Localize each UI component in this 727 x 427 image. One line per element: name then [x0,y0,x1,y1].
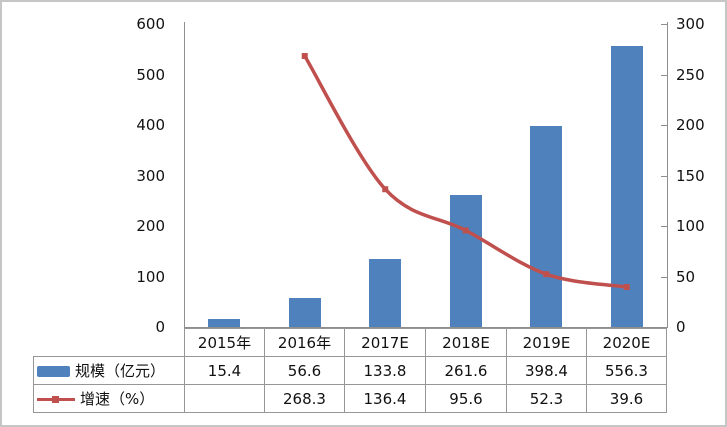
right-axis-tick-label: 250 [676,65,705,84]
right-axis-tick-mark [661,125,667,126]
bar-2020E [610,46,643,327]
table-value-cell: 261.6 [425,356,507,385]
line-marker [382,186,389,193]
table-header-row: 2015年 2016年 2017E 2018E 2019E 2020E [34,328,667,357]
table-value-cell: 136.4 [344,384,426,413]
x-axis-line [184,327,668,328]
table-header-cell: 2016年 [264,328,345,357]
table-row: 规模（亿元） 15.4 56.6 133.8 261.6 398.4 556.3 [33,356,667,385]
legend-label-scale: 规模（亿元） [75,362,166,380]
right-axis-tick-mark [661,327,667,328]
table-header-cell: 2019E [506,328,587,357]
legend-item-scale: 规模（亿元） [33,356,185,385]
table-blank-cell [34,329,185,357]
left-axis-tick-label: 0 [155,318,165,336]
data-table: 2015年 2016年 2017E 2018E 2019E 2020E 规模（亿元） 15… [33,328,667,413]
bar-2017E [369,259,402,327]
right-axis-tick-mark [661,74,667,76]
table-header-cell: 2018E [425,328,507,357]
table-header-cell: 2020E [586,328,667,357]
left-axis-tick-label: 600 [136,15,165,33]
right-axis-tick-label: 0 [676,318,686,336]
table-value-cell: 268.3 [264,384,345,413]
right-axis-tick-label: 100 [676,217,705,235]
right-axis-tick-mark [661,226,667,227]
right-axis-tick-label: 50 [676,267,696,286]
bar-2015年 [208,319,241,327]
legend-label-growth: 增速（%） [80,390,155,408]
left-axis-tick-label: 100 [136,267,165,286]
bar-2018E [449,194,482,327]
left-axis-tick-label: 200 [136,217,165,235]
bar-2016年 [288,298,321,327]
table-value-cell: 56.6 [264,356,345,385]
table-value-cell: 52.3 [506,384,587,413]
left-y-axis-line [184,22,185,327]
right-axis-tick-mark [661,276,667,278]
left-axis-tick-label: 300 [136,166,165,185]
table-row: 增速（%） 268.3 136.4 95.6 52.3 39.6 [33,384,667,413]
table-header-cell: 2015年 [184,328,265,357]
right-y-axis-line [667,22,668,327]
right-axis-tick-label: 300 [676,15,705,33]
right-axis-tick-label: 200 [676,116,705,134]
table-value-cell: 133.8 [344,356,426,385]
right-axis-tick-mark [661,175,667,177]
legend-line-swatch-icon [37,394,75,405]
table-value-cell [184,384,265,413]
left-axis-tick-label: 400 [136,116,165,134]
table-value-cell: 95.6 [425,384,507,413]
right-axis-tick-mark [661,24,667,25]
right-axis-tick-label: 150 [676,166,705,185]
table-value-cell: 556.3 [586,356,667,385]
table-header-cell: 2017E [344,328,426,357]
table-value-cell: 15.4 [184,356,265,385]
legend-bar-swatch-icon [37,366,70,377]
table-value-cell: 39.6 [586,384,667,413]
left-axis-tick-label: 500 [136,65,165,84]
legend-item-growth: 增速（%） [33,384,185,413]
bar-2019E [530,125,563,327]
table-value-cell: 398.4 [506,356,587,385]
line-marker [301,53,308,60]
